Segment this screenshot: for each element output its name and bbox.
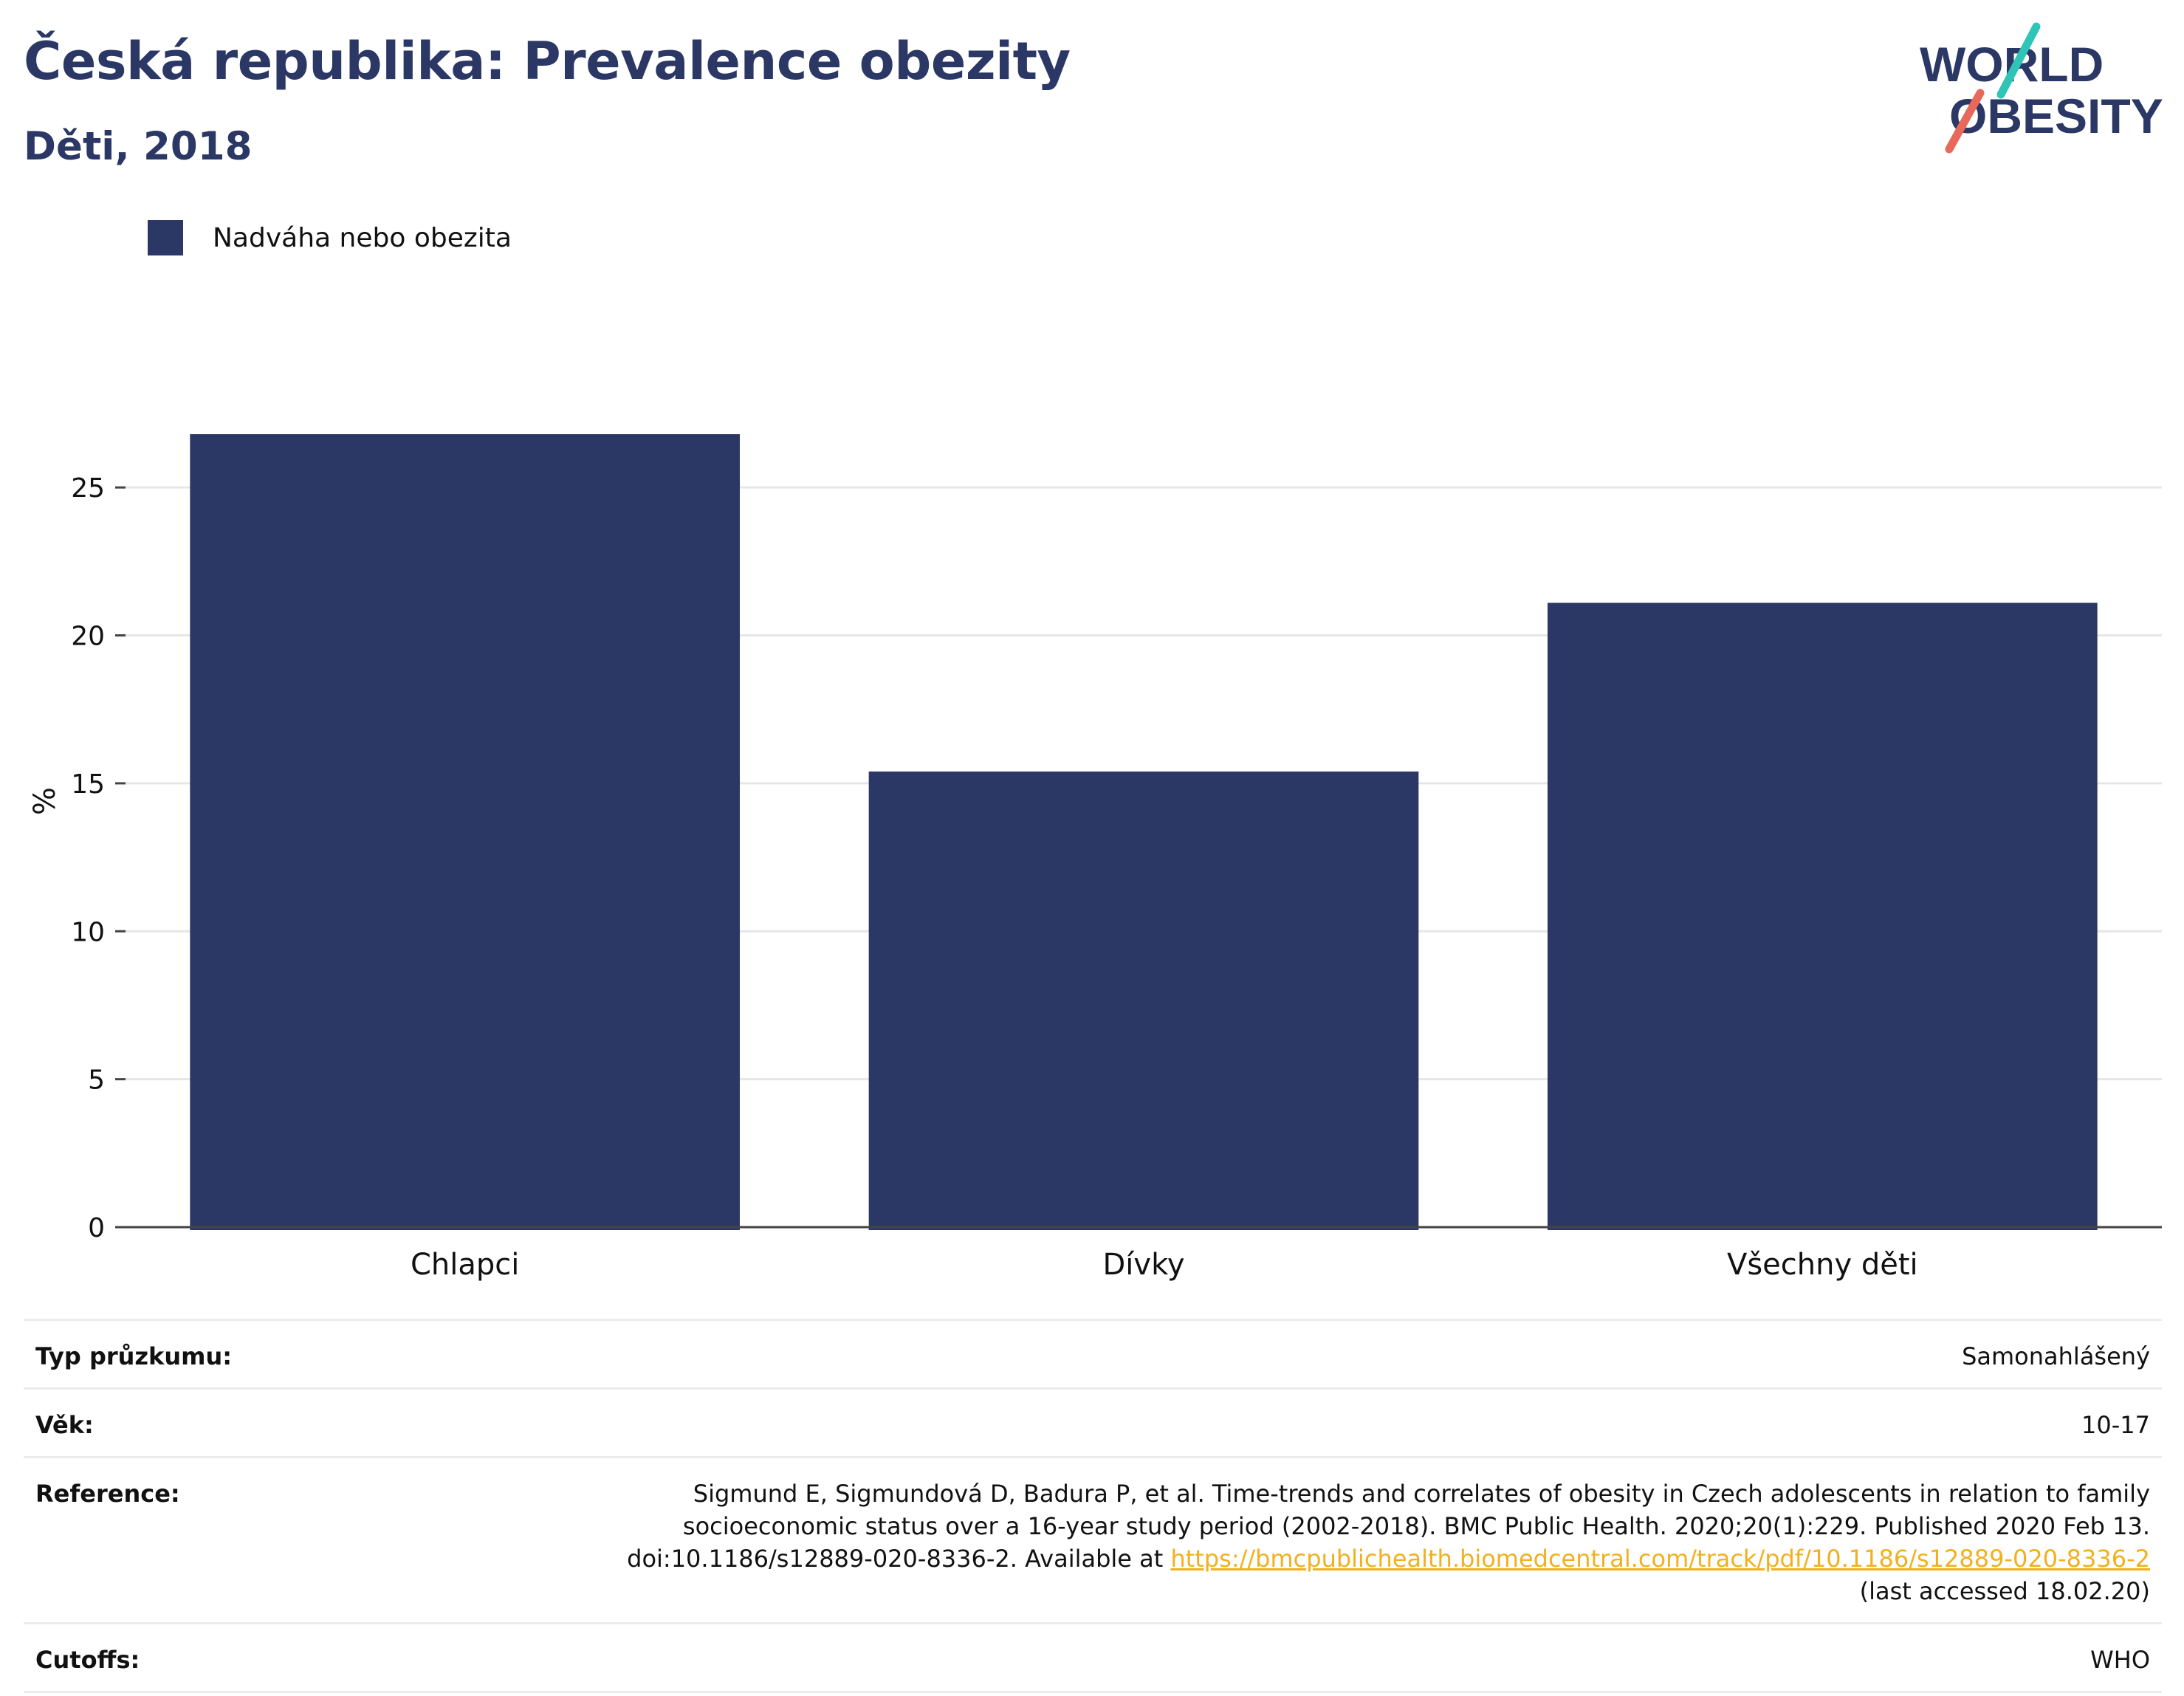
metadata-table: Typ průzkumu: Samonahlášený Věk: 10-17 R… bbox=[24, 1319, 2162, 1693]
cutoffs-label: Cutoffs: bbox=[24, 1622, 357, 1693]
logo-slash-teal bbox=[1996, 22, 2041, 99]
legend-label: Nadváha nebo obezita bbox=[213, 222, 512, 253]
legend-swatch bbox=[148, 220, 183, 255]
bar-1 bbox=[190, 434, 740, 1230]
legend: Nadváha nebo obezita bbox=[148, 220, 512, 255]
reference-label: Reference: bbox=[24, 1456, 357, 1624]
y-tick-label: 15 bbox=[71, 769, 105, 800]
meta-row-reference: Reference: Sigmund E, Sigmundová D, Badu… bbox=[24, 1456, 2162, 1624]
bar-2 bbox=[868, 771, 1419, 1230]
cutoffs-value: WHO bbox=[357, 1622, 2162, 1693]
y-axis-label: % bbox=[28, 787, 62, 815]
logo-line2: OBESITY bbox=[1949, 89, 2163, 143]
meta-row-cutoffs: Cutoffs: WHO bbox=[24, 1622, 2162, 1693]
world-obesity-logo: WORLD OBESITY bbox=[1920, 22, 2163, 154]
survey-type-value: Samonahlášený bbox=[357, 1319, 2162, 1389]
reference-link[interactable]: https://bmcpublichealth.biomedcentral.co… bbox=[1170, 1545, 2150, 1573]
y-tick-label: 25 bbox=[71, 473, 105, 504]
axes: 0 5 10 15 20 25 Chlapci Dívky Všechny děti bbox=[71, 473, 2162, 1282]
reference-line-4: (last accessed 18.02.20) bbox=[1859, 1577, 2150, 1605]
logo-slash-coral bbox=[1945, 89, 1985, 154]
age-label: Věk: bbox=[24, 1387, 357, 1458]
reference-line-2: socioeconomic status over a 16-year stud… bbox=[682, 1512, 2150, 1540]
y-tick-label: 0 bbox=[88, 1213, 105, 1243]
y-tick-label: 5 bbox=[88, 1065, 105, 1096]
bar-3 bbox=[1548, 602, 2098, 1230]
bar-chart: 0 5 10 15 20 25 Chlapci Dívky Všechny děti % bbox=[28, 434, 2162, 1282]
x-category-label: Dívky bbox=[1103, 1248, 1185, 1282]
x-category-label: Chlapci bbox=[411, 1248, 519, 1282]
survey-type-label: Typ průzkumu: bbox=[24, 1319, 357, 1389]
y-tick-label: 10 bbox=[71, 917, 105, 947]
bars bbox=[190, 434, 2098, 1230]
chart-subtitle: Děti, 2018 bbox=[24, 124, 253, 169]
reference-line-1: Sigmund E, Sigmundová D, Badura P, et al… bbox=[693, 1480, 2150, 1508]
y-tick-label: 20 bbox=[71, 622, 105, 652]
meta-row-age: Věk: 10-17 bbox=[24, 1387, 2162, 1458]
chart-title: Česká republika: Prevalence obezity bbox=[24, 31, 1071, 92]
reference-value: Sigmund E, Sigmundová D, Badura P, et al… bbox=[357, 1456, 2162, 1624]
x-category-label: Všechny děti bbox=[1727, 1248, 1918, 1282]
reference-line-3: doi:10.1186/s12889-020-8336-2. Available… bbox=[627, 1545, 1171, 1573]
meta-row-survey-type: Typ průzkumu: Samonahlášený bbox=[24, 1319, 2162, 1389]
age-value: 10-17 bbox=[357, 1387, 2162, 1458]
